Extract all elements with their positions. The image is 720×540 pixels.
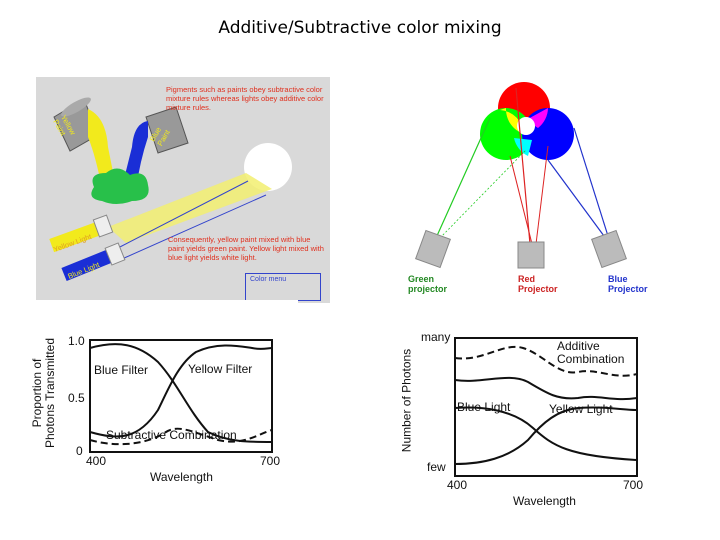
y-axis-title: Proportion of Photons Transmitted <box>30 337 57 449</box>
x-tick-400: 400 <box>86 454 107 468</box>
cyan-overlap <box>514 138 532 156</box>
green-paint-puddle <box>91 168 149 204</box>
combined-solid-curve <box>454 376 638 401</box>
yellow-flashlight-icon <box>49 173 272 253</box>
white-overlap <box>517 117 535 135</box>
x-tick-700: 700 <box>260 454 281 468</box>
page-title: Additive/Subtractive color mixing <box>218 18 502 38</box>
x-axis-title: Wavelength <box>513 494 576 508</box>
subtractive-combo-label: Subtractive Combination <box>106 428 237 442</box>
green-projector-icon <box>415 229 451 269</box>
x-tick-400: 400 <box>447 478 468 492</box>
additive-combo-label: Additive Combination <box>557 339 625 366</box>
blue-light-label: Blue Light <box>457 400 511 414</box>
y-tick-1: 1.0 <box>68 334 85 348</box>
yellow-paint-can-icon <box>53 97 116 189</box>
additive-graph-plot <box>454 337 638 477</box>
x-tick-700: 700 <box>623 478 644 492</box>
subtractive-combo-curve <box>89 427 273 446</box>
subtractive-graph-plot <box>89 339 273 453</box>
x-axis-title: Wavelength <box>150 470 213 484</box>
y-bottom-label: few <box>427 460 446 474</box>
red-projector-icon <box>517 241 545 269</box>
red-projector-label: Red Projector <box>518 274 558 294</box>
paint-light-illustration: Pigments such as paints obey subtractive… <box>36 77 330 303</box>
y-axis-title: Number of Photons <box>399 348 414 453</box>
green-projector-label: Green projector <box>408 274 448 294</box>
yellow-light-label: Yellow Light <box>549 402 613 416</box>
blue-projector-label: Blue Projector <box>608 274 648 294</box>
yellow-filter-curve <box>89 344 273 438</box>
y-tick-0: 0 <box>76 444 83 458</box>
paint-light-drawing <box>49 97 292 281</box>
y-top-label: many <box>421 330 451 344</box>
yellow-filter-label: Yellow Filter <box>188 362 253 376</box>
result-note: Consequently, yellow paint mixed with bl… <box>168 235 324 262</box>
blue-filter-label: Blue Filter <box>94 363 149 377</box>
yellow-light-curve <box>454 406 638 465</box>
additive-graph: many few 400 700 Wavelength Additive Comb… <box>393 318 673 514</box>
blue-flashlight-icon <box>61 180 267 281</box>
blue-projector-icon <box>591 229 627 269</box>
additive-combo-curve <box>454 345 638 377</box>
blue-light-curve <box>454 406 638 461</box>
blue-filter-curve <box>89 343 273 443</box>
color-menu-box: Color menu <box>245 273 321 301</box>
subtractive-graph: 1.0 0.5 0 400 700 Wavelength Blue Filter… <box>18 300 298 498</box>
y-tick-05: 0.5 <box>68 391 85 405</box>
white-light-circle <box>244 143 292 191</box>
projector-drawing <box>415 82 627 269</box>
rgb-projector-illustration: Green projector Red Projector Blue Projecto… <box>398 76 660 302</box>
subtractive-note: Pigments such as paints obey subtractive… <box>166 85 324 112</box>
blue-paint-can-icon <box>122 106 189 189</box>
